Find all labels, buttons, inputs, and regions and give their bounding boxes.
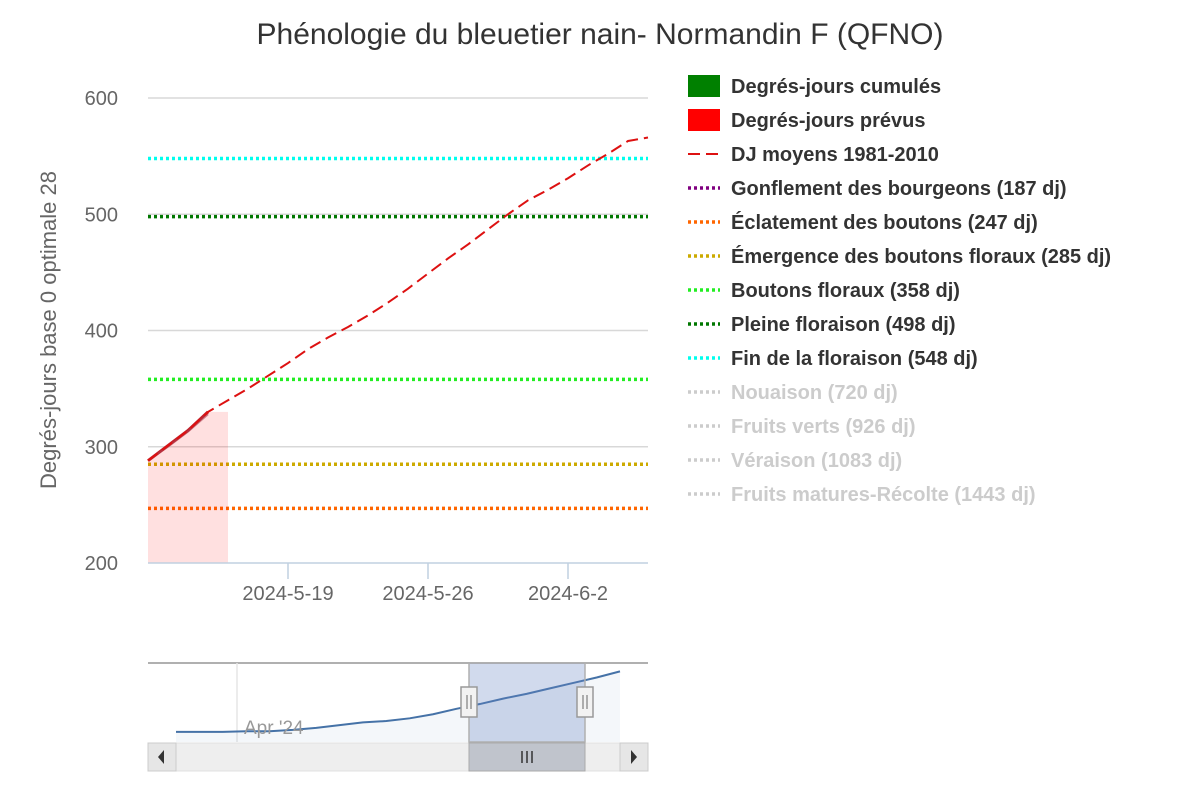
chart-title: Phénologie du bleuetier nain- Normandin … [257, 18, 944, 51]
navigator-selection[interactable] [468, 662, 586, 743]
legend-label: Degrés-jours prévus [731, 110, 926, 132]
legend-item[interactable]: DJ moyens 1981-2010 [688, 144, 939, 166]
scroll-button-body [619, 742, 649, 772]
legend-item[interactable]: Pleine floraison (498 dj) [688, 314, 956, 336]
y-tick-label: 600 [85, 88, 118, 110]
threshold-lines [148, 156, 648, 511]
series-layer [147, 136, 649, 563]
navigator-date-label: Apr '24 [244, 718, 304, 739]
axes-layer: 200 300 400 500 600 2024-5-19 2024-5-26 2024-6-… [85, 88, 648, 605]
forecast-area [148, 411, 228, 563]
navigator-background [148, 663, 648, 742]
legend-label: Nouaison (720 dj) [731, 382, 898, 404]
arrow-left-icon [158, 750, 164, 764]
navigator[interactable]: Apr '24 [147, 662, 649, 772]
legend-label: Fin de la floraison (548 dj) [731, 348, 978, 370]
legend-item[interactable]: Boutons floraux (358 dj) [688, 280, 960, 302]
y-axis-label: Degrés-jours base 0 optimale 28 [36, 171, 61, 489]
legend-label: Véraison (1083 dj) [731, 450, 902, 472]
y-tick-label: 400 [85, 321, 118, 343]
legend-item[interactable]: Nouaison (720 dj) [688, 382, 898, 404]
legend-item[interactable]: Fin de la floraison (548 dj) [688, 348, 978, 370]
scrollbar-right-button[interactable] [619, 742, 649, 772]
scrollbar-left-button[interactable] [147, 742, 177, 772]
legend-item[interactable]: Émergence des boutons floraux (285 dj) [688, 245, 1111, 268]
legend-item[interactable]: Fruits verts (926 dj) [688, 416, 916, 438]
y-tick-label: 200 [85, 553, 118, 575]
legend-label: Éclatement des boutons (247 dj) [731, 211, 1038, 234]
navigator-left-handle[interactable] [460, 686, 478, 718]
legend-label: Gonflement des bourgeons (187 dj) [731, 178, 1067, 200]
legend-label: Degrés-jours cumulés [731, 76, 941, 98]
navigator-area [176, 671, 620, 742]
legend-label: Pleine floraison (498 dj) [731, 314, 956, 336]
legend-label: Boutons floraux (358 dj) [731, 280, 960, 302]
y-tick-label: 500 [85, 204, 118, 226]
arrow-right-icon [631, 750, 637, 764]
legend-swatch [688, 75, 720, 97]
legend-label: Fruits verts (926 dj) [731, 416, 916, 438]
grid-lines [148, 97, 648, 448]
legend-item[interactable]: Degrés-jours prévus [688, 109, 926, 132]
legend-label: DJ moyens 1981-2010 [731, 144, 939, 166]
legend-item[interactable]: Fruits matures-Récolte (1443 dj) [688, 484, 1036, 506]
navigator-right-handle[interactable] [576, 686, 594, 718]
legend-item[interactable]: Degrés-jours cumulés [688, 75, 941, 98]
legend-item[interactable]: Véraison (1083 dj) [688, 450, 902, 472]
legend-item[interactable]: Gonflement des bourgeons (187 dj) [688, 178, 1067, 200]
legend-item[interactable]: Éclatement des boutons (247 dj) [688, 211, 1038, 234]
legend-label: Fruits matures-Récolte (1443 dj) [731, 484, 1036, 506]
handle-body [460, 686, 478, 718]
navigator-series-line [176, 670, 621, 733]
y-tick-label: 300 [85, 437, 118, 459]
x-tick-label: 2024-5-26 [382, 583, 473, 605]
x-tick-label: 2024-5-19 [242, 583, 333, 605]
legend-label: Émergence des boutons floraux (285 dj) [731, 245, 1111, 268]
handle-body [576, 686, 594, 718]
x-tick-label: 2024-6-2 [528, 583, 608, 605]
legend-swatch [688, 109, 720, 131]
legend: Degrés-jours cumulés Degrés-jours prévus D… [688, 75, 1111, 506]
